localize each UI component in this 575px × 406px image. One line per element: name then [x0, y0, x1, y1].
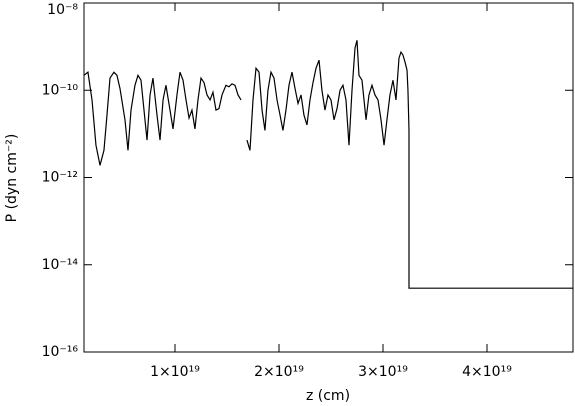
y-tick-label: 10⁻¹⁰ [42, 82, 79, 98]
x-tick-label: 3×10¹⁹ [358, 364, 408, 380]
y-axis-label: P (dyn cm⁻²) [4, 134, 20, 223]
y-tick-label: 10⁻¹² [42, 170, 78, 186]
x-tick-label: 4×10¹⁹ [462, 364, 512, 380]
y-tick-label: 10⁻¹⁶ [42, 344, 79, 360]
data-line [83, 40, 573, 289]
x-axis-label: z (cm) [306, 388, 350, 404]
y-tick-label: 10⁻⁸ [47, 2, 78, 18]
x-tick-label: 2×10¹⁹ [254, 364, 304, 380]
x-tick-label: 1×10¹⁹ [150, 364, 200, 380]
y-tick-label: 10⁻¹⁴ [42, 257, 79, 273]
plot-frame [83, 2, 574, 353]
